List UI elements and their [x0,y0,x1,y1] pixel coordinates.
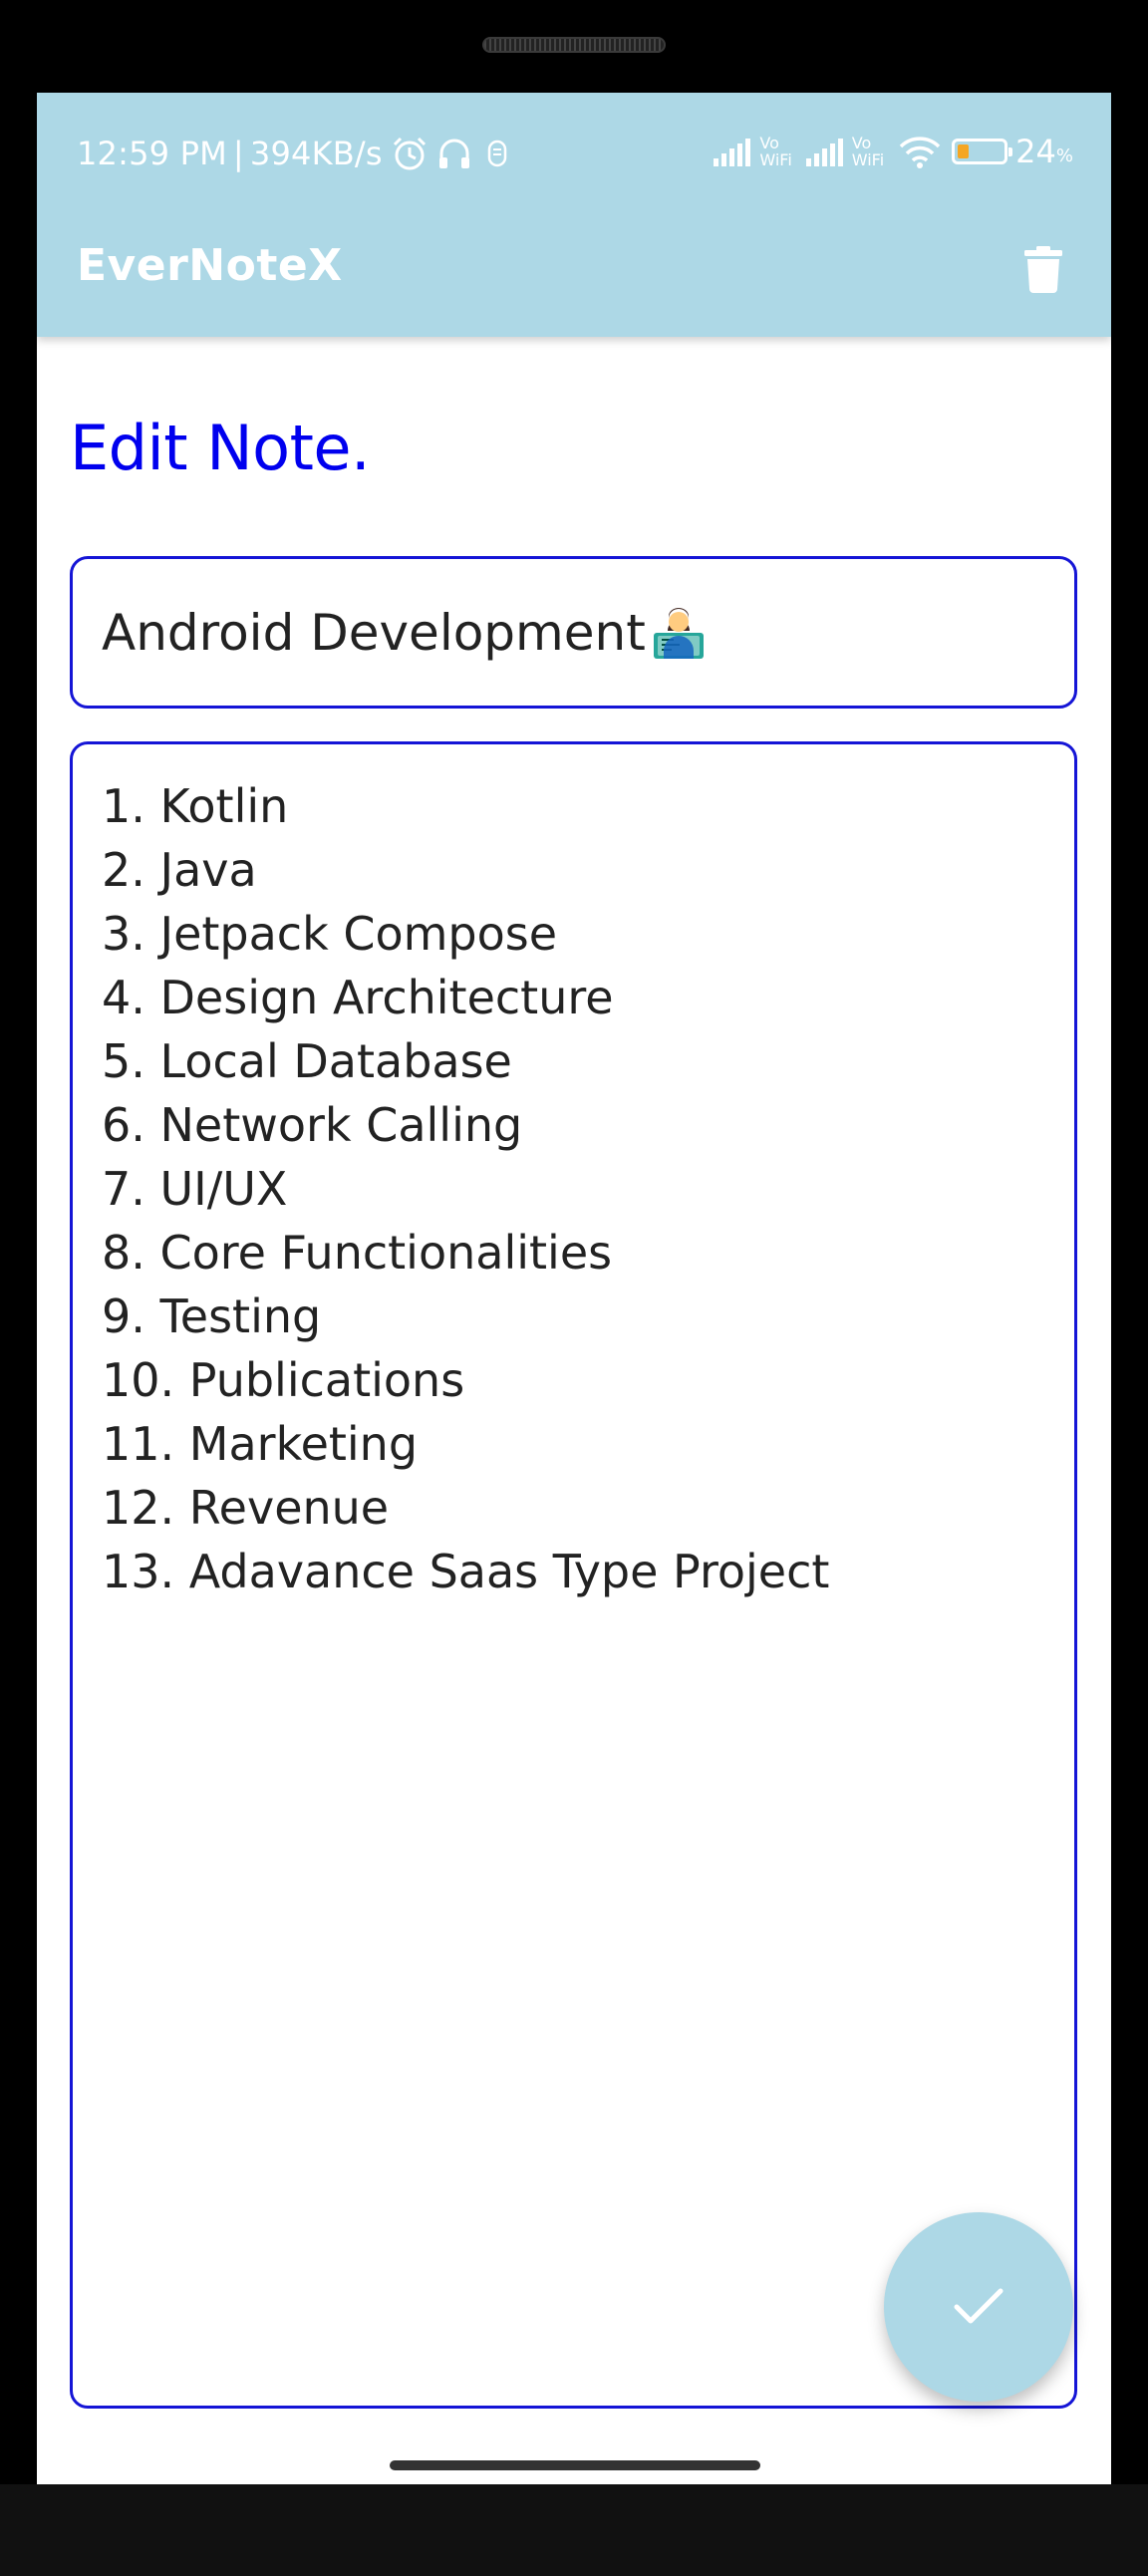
check-icon [954,2288,1004,2324]
signal-icon-2 [805,137,846,166]
gesture-nav-handle[interactable] [390,2460,760,2470]
page-heading: Edit Note. [70,412,371,484]
note-line: 5. Local Database [102,1034,512,1088]
save-note-button[interactable] [884,2212,1073,2402]
alarm-icon [391,136,429,171]
earpiece-speaker [482,37,666,53]
app-header: 12:59 PM | 394KB/s [37,93,1111,337]
note-line: 4. Design Architecture [102,971,614,1024]
note-line: 7. UI/UX [102,1162,288,1216]
note-line: 2. Java [102,843,257,897]
technologist-emoji-icon [650,607,708,659]
app-title: EverNoteX [77,240,343,291]
wifi-icon [898,135,942,168]
trash-icon [1024,246,1062,293]
note-content-input[interactable]: 1. Kotlin 2. Java 3. Jetpack Compose 4. Des… [70,741,1077,2409]
battery-percent-sign: % [1055,145,1073,166]
status-net-speed: 394KB/s [249,135,383,172]
note-title-input[interactable]: Android Development [70,556,1077,709]
note-line: 6. Network Calling [102,1098,523,1152]
note-line: 9. Testing [102,1289,322,1343]
battery-fill [958,144,970,158]
note-line: 10. Publications [102,1353,465,1407]
vowifi-indicator-2: Vo WiFi [851,134,885,169]
battery-icon [952,139,1013,164]
app-screen: 12:59 PM | 394KB/s [37,93,1111,2484]
status-separator: | [232,135,244,172]
notification-icon [486,139,508,168]
note-line: 1. Kotlin [102,779,289,833]
note-line: 8. Core Functionalities [102,1226,613,1280]
note-line: 11. Marketing [102,1417,419,1471]
status-bar: 12:59 PM | 394KB/s [37,93,1111,222]
note-line: 12. Revenue [102,1481,390,1535]
headset-icon [436,136,472,171]
status-right: Vo WiFi Vo WiFi [714,133,1073,170]
vowifi-indicator: Vo WiFi [759,134,792,169]
status-left: 12:59 PM | 394KB/s [77,135,508,172]
note-line: 3. Jetpack Compose [102,907,558,961]
delete-note-button[interactable] [1019,242,1067,296]
signal-icon [714,137,753,166]
note-line: 13. Adavance Saas Type Project [102,1545,830,1598]
note-title-text: Android Development [102,603,646,662]
phone-chin [0,2484,1148,2576]
status-time: 12:59 PM [77,135,227,172]
battery-percent: 24 [1015,133,1056,170]
